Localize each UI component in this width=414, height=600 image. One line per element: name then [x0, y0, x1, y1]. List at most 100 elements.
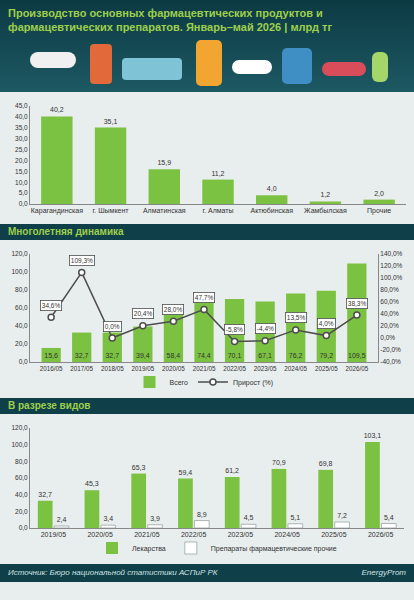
svg-text:58,4: 58,4: [167, 352, 181, 359]
svg-text:13,5%: 13,5%: [287, 314, 306, 321]
svg-text:4,0%: 4,0%: [319, 320, 334, 327]
svg-text:8,9: 8,9: [197, 511, 207, 518]
svg-text:0,0%: 0,0%: [380, 334, 395, 341]
svg-text:40,0: 40,0: [15, 113, 28, 120]
svg-text:3,9: 3,9: [150, 515, 160, 522]
svg-text:47,7%: 47,7%: [195, 294, 214, 301]
svg-text:32,7: 32,7: [75, 352, 89, 359]
svg-text:67,1: 67,1: [258, 352, 272, 359]
svg-text:2021/05: 2021/05: [134, 531, 159, 538]
svg-text:76,2: 76,2: [289, 352, 303, 359]
svg-text:100,0%: 100,0%: [380, 274, 402, 281]
svg-text:2016/05: 2016/05: [40, 365, 63, 372]
svg-text:2017/05: 2017/05: [70, 365, 93, 372]
svg-text:60,0: 60,0: [15, 474, 28, 481]
svg-text:2023/05: 2023/05: [228, 531, 253, 538]
svg-text:35,0: 35,0: [15, 124, 28, 131]
svg-text:Всего: Всего: [170, 379, 188, 386]
svg-text:-20,0%: -20,0%: [380, 346, 401, 353]
svg-text:Препараты фармацевтические про: Препараты фармацевтические прочие: [211, 545, 337, 553]
svg-text:140,0%: 140,0%: [380, 250, 402, 257]
svg-text:0,0: 0,0: [19, 524, 28, 531]
svg-text:0,0%: 0,0%: [105, 323, 120, 330]
svg-text:г. Шымкент: г. Шымкент: [93, 207, 130, 214]
svg-text:20,0: 20,0: [15, 340, 28, 347]
svg-text:65,3: 65,3: [132, 464, 146, 471]
svg-text:4,5: 4,5: [244, 514, 254, 521]
svg-text:70,1: 70,1: [228, 352, 242, 359]
svg-text:32,7: 32,7: [38, 491, 52, 498]
svg-text:2024/05: 2024/05: [284, 365, 307, 372]
svg-text:28,0%: 28,0%: [164, 306, 183, 313]
svg-text:59,4: 59,4: [179, 469, 193, 476]
svg-text:30,0: 30,0: [15, 135, 28, 142]
svg-text:2022/05: 2022/05: [181, 531, 206, 538]
svg-text:15,6: 15,6: [44, 352, 58, 359]
svg-text:0,0: 0,0: [19, 200, 28, 207]
svg-text:120,0: 120,0: [11, 250, 28, 257]
svg-text:69,8: 69,8: [319, 460, 333, 467]
svg-text:2020/05: 2020/05: [162, 365, 185, 372]
svg-text:34,6%: 34,6%: [42, 302, 61, 309]
svg-text:2,4: 2,4: [57, 516, 67, 523]
svg-text:45,0: 45,0: [15, 102, 28, 109]
svg-text:-40,0%: -40,0%: [380, 358, 401, 365]
svg-text:40,0%: 40,0%: [380, 310, 399, 317]
svg-text:4,0: 4,0: [267, 185, 277, 192]
svg-text:109,5: 109,5: [348, 352, 366, 359]
svg-text:60,0: 60,0: [15, 304, 28, 311]
svg-text:103,1: 103,1: [364, 432, 382, 439]
svg-text:2020/05: 2020/05: [87, 531, 112, 538]
svg-text:Жамбылская: Жамбылская: [304, 207, 347, 214]
svg-text:40,0: 40,0: [15, 322, 28, 329]
svg-text:25,0: 25,0: [15, 146, 28, 153]
svg-text:2022/05: 2022/05: [223, 365, 246, 372]
svg-text:0,0: 0,0: [19, 358, 28, 365]
svg-text:20,0: 20,0: [15, 157, 28, 164]
svg-text:2,0: 2,0: [374, 190, 384, 197]
svg-text:15,0: 15,0: [15, 168, 28, 175]
svg-text:38,3%: 38,3%: [348, 300, 367, 307]
svg-text:20,4%: 20,4%: [134, 310, 153, 317]
svg-text:61,2: 61,2: [225, 467, 239, 474]
svg-text:32,7: 32,7: [105, 352, 119, 359]
svg-text:Прирост (%): Прирост (%): [233, 379, 273, 387]
svg-text:2026/05: 2026/05: [368, 531, 393, 538]
svg-text:2019/05: 2019/05: [41, 531, 66, 538]
svg-text:5,4: 5,4: [384, 514, 394, 521]
svg-text:39,4: 39,4: [136, 352, 150, 359]
svg-text:Прочие: Прочие: [367, 207, 391, 215]
svg-text:г. Алматы: г. Алматы: [202, 207, 233, 214]
svg-text:80,0: 80,0: [15, 458, 28, 465]
svg-text:79,2: 79,2: [319, 352, 333, 359]
svg-text:70,9: 70,9: [272, 459, 286, 466]
svg-text:40,0: 40,0: [15, 491, 28, 498]
svg-text:11,2: 11,2: [211, 170, 224, 177]
svg-text:45,3: 45,3: [85, 480, 99, 487]
svg-text:2025/05: 2025/05: [321, 531, 346, 538]
svg-text:Алматинская: Алматинская: [143, 207, 186, 214]
svg-text:2019/05: 2019/05: [131, 365, 154, 372]
svg-text:2021/05: 2021/05: [193, 365, 216, 372]
svg-text:2018/05: 2018/05: [101, 365, 124, 372]
svg-text:20,0: 20,0: [15, 508, 28, 515]
svg-text:Карагандинская: Карагандинская: [31, 207, 83, 215]
svg-text:5,0: 5,0: [19, 189, 28, 196]
svg-text:74,4: 74,4: [197, 352, 211, 359]
svg-text:3,4: 3,4: [103, 515, 113, 522]
svg-text:7,2: 7,2: [337, 512, 347, 519]
svg-text:-5,8%: -5,8%: [226, 326, 243, 333]
svg-text:20,0%: 20,0%: [380, 322, 399, 329]
svg-text:5,1: 5,1: [290, 514, 300, 521]
svg-text:120,0: 120,0: [11, 424, 28, 431]
svg-text:Актюбинская: Актюбинская: [250, 207, 293, 214]
svg-text:15,9: 15,9: [157, 159, 171, 166]
svg-text:2024/05: 2024/05: [274, 531, 299, 538]
svg-text:1,2: 1,2: [321, 191, 331, 198]
svg-text:2025/05: 2025/05: [315, 365, 338, 372]
svg-text:80,0%: 80,0%: [380, 286, 399, 293]
svg-text:120,0%: 120,0%: [380, 262, 402, 269]
svg-text:Лекарства: Лекарства: [132, 545, 166, 553]
svg-text:109,3%: 109,3%: [71, 257, 93, 264]
svg-text:35,1: 35,1: [104, 118, 118, 125]
